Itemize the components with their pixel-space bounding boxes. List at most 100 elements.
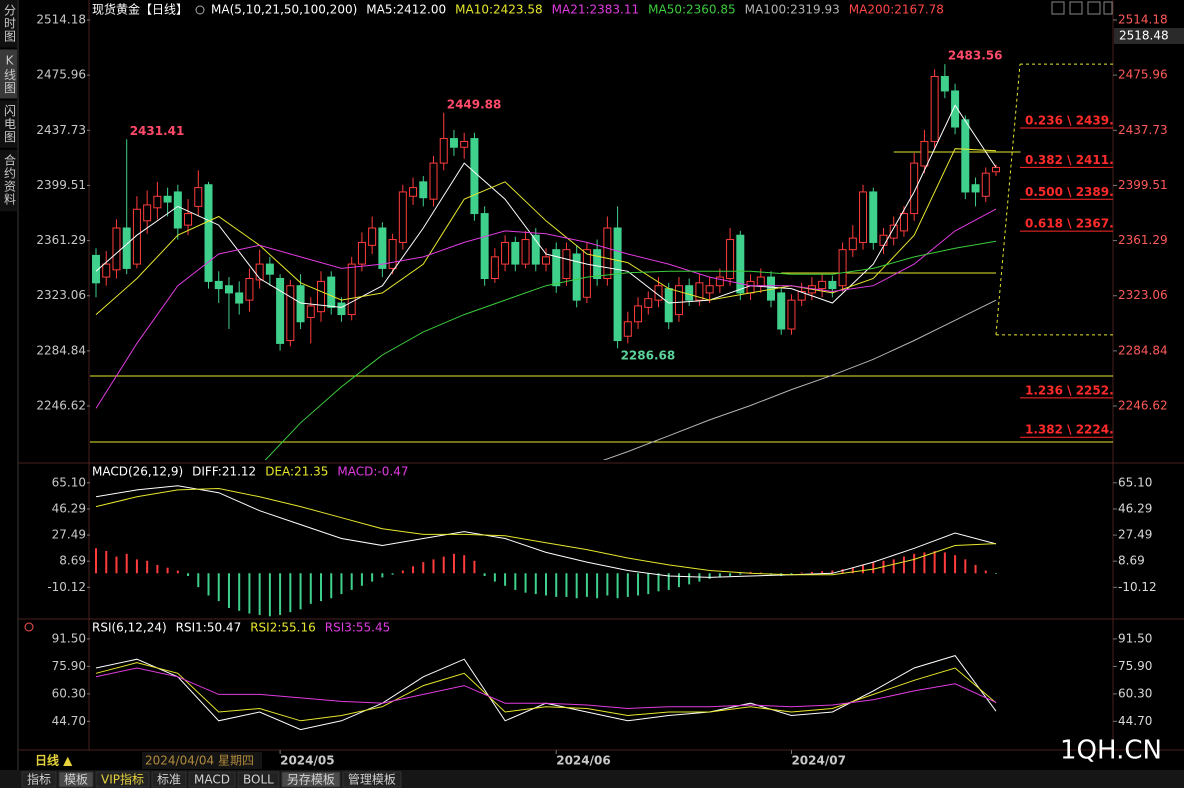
bottom-tab[interactable]: VIP指标 xyxy=(95,771,150,788)
bottom-tab-label[interactable]: 指标 xyxy=(27,772,51,787)
candle-body xyxy=(582,249,591,298)
candle-body xyxy=(306,305,315,318)
candle-body xyxy=(102,263,111,278)
macd-bar xyxy=(984,570,987,574)
bottom-tab-bg[interactable] xyxy=(342,771,402,788)
bottom-tab[interactable]: BOLL xyxy=(237,771,280,788)
cursor-date: 2024/04/04 星期四 xyxy=(145,754,254,768)
candle-body xyxy=(981,172,990,197)
macd-bar xyxy=(115,556,118,574)
sidebar-tab-label[interactable]: 闪电图 xyxy=(3,104,17,143)
y-tick-label: 44.70 xyxy=(52,714,86,728)
y-tick-label: 2361.29 xyxy=(36,233,86,247)
candle-body xyxy=(143,204,152,222)
sidebar-tab-bg[interactable] xyxy=(0,49,17,99)
bottom-tab-bg[interactable] xyxy=(151,771,187,788)
macd-bar xyxy=(95,548,98,574)
candle-body xyxy=(378,227,387,269)
macd-bar xyxy=(575,573,578,599)
candle-body xyxy=(490,256,499,280)
sidebar-tab[interactable]: 分时图 xyxy=(0,0,17,48)
y-tick-label: -10.12 xyxy=(47,580,86,594)
header-icon[interactable] xyxy=(195,5,205,15)
bottom-tab[interactable]: 标准 xyxy=(151,771,187,788)
macd-bar xyxy=(217,573,220,602)
x-tick-label: 2024/07 xyxy=(791,754,845,768)
y-tick-label: 2246.62 xyxy=(1118,399,1168,413)
fib-label: 1.236 \ 2252.27 xyxy=(1025,383,1130,397)
bottom-tab-label[interactable]: 另存模板 xyxy=(287,773,335,787)
bottom-tab[interactable]: 管理模板 xyxy=(342,771,402,788)
macd-bar xyxy=(227,573,230,608)
bottom-tab-bg[interactable] xyxy=(281,771,341,788)
candle-body xyxy=(828,280,837,290)
indicator-line xyxy=(264,240,997,460)
icon[interactable] xyxy=(1069,1,1083,15)
indicator-line xyxy=(95,208,997,409)
period-label[interactable]: 日线 ▲ xyxy=(35,753,73,768)
header-text: RSI2:55.16 xyxy=(250,621,316,635)
macd-bar xyxy=(596,573,599,599)
bottom-tab-bg[interactable] xyxy=(237,771,280,788)
icon[interactable] xyxy=(1051,1,1065,15)
bottom-tab[interactable]: 指标 xyxy=(21,771,57,788)
sidebar-tab-label[interactable]: K线图 xyxy=(3,53,17,94)
macd-bar xyxy=(187,573,190,577)
y-tick-label: 2399.51 xyxy=(36,178,86,192)
sidebar-tab-bg[interactable] xyxy=(0,100,17,148)
bottom-tab-label[interactable]: BOLL xyxy=(243,773,274,787)
macd-bar xyxy=(851,567,854,574)
bottom-tab-label[interactable]: 管理模板 xyxy=(348,772,396,787)
macd-bar xyxy=(657,573,660,592)
icon[interactable] xyxy=(1103,1,1113,15)
candle-body xyxy=(419,181,428,199)
bottom-tab-bg[interactable] xyxy=(21,771,57,788)
macd-bar xyxy=(442,556,445,574)
sidebar-tab[interactable]: 合约资料 xyxy=(0,149,17,212)
macd-bar xyxy=(534,573,537,595)
bottom-tab-label[interactable]: 模板 xyxy=(64,773,88,787)
candle-body xyxy=(184,213,193,226)
candle-body xyxy=(869,191,878,243)
header-text: DEA:21.35 xyxy=(265,465,328,479)
bottom-tab[interactable]: 模板 xyxy=(58,771,94,788)
bottom-tab-label[interactable]: MACD xyxy=(194,773,230,787)
y-tick-label: 2361.29 xyxy=(1118,233,1168,247)
bottom-tab-bg[interactable] xyxy=(188,771,236,788)
bottom-tab[interactable]: MACD xyxy=(188,771,236,788)
candle-body xyxy=(204,184,213,282)
sidebar-tab-label[interactable]: 合约资料 xyxy=(3,152,17,205)
header-text: 现货黄金【日线】 xyxy=(92,2,188,17)
rsi-icon[interactable] xyxy=(24,622,34,632)
sidebar-tab-bg[interactable] xyxy=(0,149,17,212)
icon[interactable] xyxy=(1087,1,1101,15)
bottom-tab[interactable]: 另存模板 xyxy=(281,771,341,788)
y-tick-label: 2475.96 xyxy=(36,68,86,82)
bottom-tab-bg[interactable] xyxy=(95,771,150,788)
y-tick-label: 27.49 xyxy=(52,528,86,542)
macd-bar xyxy=(381,573,384,578)
bottom-tab-bg[interactable] xyxy=(58,771,94,788)
macd-bar xyxy=(892,559,895,574)
macd-bar xyxy=(452,553,455,574)
candle-body xyxy=(797,290,806,301)
candle-body xyxy=(163,195,172,203)
y-tick-label: 2514.18 xyxy=(36,13,86,27)
macd-bar xyxy=(412,566,415,574)
macd-bar xyxy=(708,573,711,579)
y-tick-label: 44.70 xyxy=(1118,714,1152,728)
y-tick-label: 91.50 xyxy=(1118,631,1152,645)
macd-bar xyxy=(238,573,241,611)
sidebar-tab[interactable]: 闪电图 xyxy=(0,100,17,148)
sidebar-tab-bg[interactable] xyxy=(0,0,17,48)
sidebar-tab[interactable]: K线图 xyxy=(0,49,17,99)
macd-bar xyxy=(289,573,292,613)
candle-body xyxy=(613,227,622,342)
candle-body xyxy=(501,241,510,265)
macd-bar xyxy=(954,555,957,574)
y-tick-label: 91.50 xyxy=(52,631,86,645)
macd-bar xyxy=(759,572,762,574)
sidebar-tab-label[interactable]: 分时图 xyxy=(3,4,17,43)
bottom-tab-label[interactable]: 标准 xyxy=(157,773,181,787)
bottom-tab-label[interactable]: VIP指标 xyxy=(101,772,144,787)
